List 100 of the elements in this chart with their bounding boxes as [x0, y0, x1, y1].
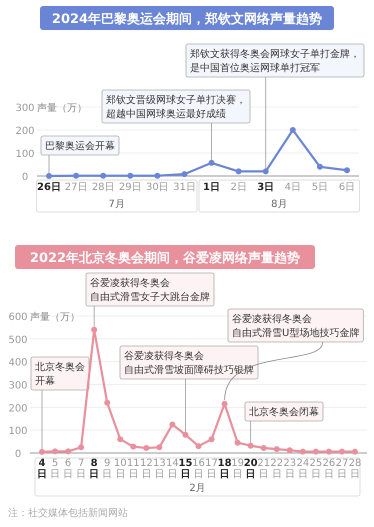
annotation: 北京冬奥会开幕: [35, 361, 85, 387]
x-tick-label: 10日: [114, 458, 127, 480]
point: [338, 448, 345, 455]
y-tick-label: 100: [15, 149, 35, 160]
x-tick-label: 11日: [126, 458, 140, 480]
point: [326, 448, 332, 455]
annotation: 郑钦文获得冬奥会网球女子单打金牌，是中国首位奥运网球单打冠军: [190, 48, 360, 74]
x-tick-label: 3日: [257, 182, 274, 193]
x-tick-label: 16日: [192, 458, 205, 480]
annotation: 谷爱凌获得冬奥会自由式滑雪女子大跳台金牌: [90, 277, 210, 303]
x-tick-label: 28日: [348, 458, 362, 480]
text: 注：社交媒体包括新闻网站: [8, 507, 128, 519]
x-tick-label: 8日: [89, 458, 100, 480]
chart-title: 2022年北京冬奥会期间，谷爱凌网络声量趋势: [30, 250, 300, 266]
point: [208, 160, 215, 166]
y-tick-label: 100: [8, 426, 28, 438]
annotation: 谷爱凌获得冬奥会自由式滑雪坡面障碍技巧银牌: [124, 350, 254, 376]
point: [104, 400, 110, 406]
x-tick-label: 27日: [64, 182, 88, 193]
x-tick-label: 14日: [166, 458, 179, 480]
point: [46, 173, 52, 179]
x-tick-label: 15日: [178, 458, 192, 480]
point: [100, 172, 106, 179]
x-tick-label: 7日: [76, 458, 86, 480]
point: [222, 400, 228, 407]
x-tick-label: 20日: [244, 458, 258, 480]
x-tick-label: 1日: [203, 182, 220, 193]
point: [286, 447, 293, 454]
x-tick-label: 6日: [338, 182, 356, 193]
point: [156, 444, 162, 450]
annotation: 北京冬奥会闭幕: [249, 406, 319, 418]
point: [316, 164, 323, 170]
point: [344, 167, 350, 174]
y-tick-label: 0: [22, 172, 28, 183]
point: [312, 448, 319, 455]
point: [181, 171, 188, 178]
x-tick-label: 6日: [63, 458, 74, 480]
point: [91, 326, 98, 333]
x-tick-label: 26日: [322, 458, 336, 480]
point: [262, 168, 269, 174]
x-tick-label: 30日: [146, 182, 169, 193]
y-tick-label: 200: [8, 403, 28, 414]
y-axis-title: 声量（万）: [37, 102, 87, 114]
y-tick-label: 400: [8, 358, 28, 369]
point: [236, 168, 242, 174]
point: [300, 448, 306, 455]
x-tick-label: 26日: [37, 182, 61, 193]
y-tick-label: 600: [8, 312, 28, 323]
x-tick-label: 4日: [37, 458, 47, 480]
x-tick-label: 24日: [296, 458, 310, 480]
x-tick-label: 25日: [310, 458, 322, 480]
annotation: 谷爱凌获得冬奥会自由式滑雪U型场地技巧金牌: [232, 313, 360, 339]
chart-title: 2024年巴黎奥运会期间，郑钦文网络声量趋势: [52, 11, 322, 27]
point: [352, 448, 358, 455]
point: [73, 172, 80, 179]
x-tick-label: 18日: [218, 458, 232, 480]
point: [196, 443, 202, 450]
text: 8月: [271, 199, 288, 210]
point: [130, 444, 136, 450]
x-tick-label: 5日: [50, 458, 60, 480]
point: [52, 448, 58, 454]
point: [234, 440, 241, 446]
point: [208, 436, 215, 442]
point: [260, 444, 267, 451]
y-axis-title: 声量（万）: [30, 311, 80, 323]
point: [39, 448, 45, 455]
x-tick-label: 21日: [257, 458, 270, 480]
x-tick-label: 12日: [140, 458, 153, 480]
point: [248, 442, 254, 449]
point: [127, 172, 134, 179]
point: [290, 127, 296, 133]
x-tick-label: 4日: [284, 182, 302, 193]
point: [65, 448, 72, 454]
y-tick-label: 200: [15, 126, 35, 137]
x-tick-label: 5日: [312, 182, 328, 193]
point: [117, 436, 124, 442]
point: [182, 432, 188, 438]
x-tick-label: 2日: [230, 182, 247, 193]
x-tick-label: 19日: [231, 458, 244, 480]
x-tick-label: 17日: [205, 458, 218, 480]
x-tick-label: 27日: [336, 458, 348, 480]
x-tick-label: 31日: [173, 182, 196, 193]
text: 2月: [189, 483, 206, 494]
annotation: 巴黎奥运会开幕: [45, 140, 115, 152]
point: [274, 446, 280, 452]
x-tick-label: 9日: [102, 458, 112, 480]
y-tick-label: 300: [15, 103, 35, 114]
text: 7月: [108, 199, 125, 210]
x-tick-label: 13日: [153, 458, 166, 480]
point: [78, 444, 84, 450]
y-tick-label: 500: [8, 334, 28, 346]
point: [169, 421, 176, 428]
x-tick-label: 23日: [283, 458, 296, 480]
point: [154, 172, 160, 179]
x-tick-label: 29日: [118, 182, 142, 193]
annotation: 郑钦文晋级网球女子单打决赛，超越中国网球奥运最好成绩: [106, 94, 246, 120]
x-tick-label: 22日: [270, 458, 284, 480]
x-tick-label: 28日: [92, 182, 115, 193]
y-tick-label: 0: [14, 449, 22, 460]
y-tick-label: 300: [8, 380, 28, 392]
